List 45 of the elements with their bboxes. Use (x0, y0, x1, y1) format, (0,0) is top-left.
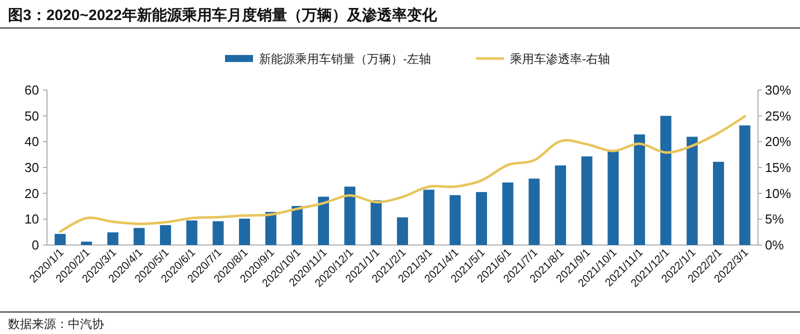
annotation: 数据来源：中汽协 (8, 317, 104, 331)
y2-tick-label: 0% (765, 238, 784, 252)
y-tick-label: 20 (24, 186, 39, 201)
bar (370, 200, 382, 245)
bar (292, 206, 303, 245)
bar (134, 228, 145, 245)
y-tick-label: 10 (24, 212, 39, 227)
bar (80, 242, 92, 245)
bar (581, 156, 592, 245)
legend-label: 乘用车渗透率-右轴 (510, 52, 610, 66)
y2-tick-label: 20% (765, 134, 792, 150)
bar (160, 225, 172, 245)
bar (739, 125, 750, 245)
title: 图3：2020~2022年新能源乘用车月度销量（万辆）及渗透率变化 (8, 7, 437, 24)
bar (396, 217, 408, 245)
y2-tick-label: 15% (765, 160, 792, 175)
bar (54, 234, 66, 245)
bar (212, 221, 224, 245)
bar (554, 165, 566, 245)
bar (502, 182, 514, 245)
y-tick-label: 30 (24, 160, 39, 175)
y2-tick-label: 10% (765, 186, 792, 201)
y-tick-label: 60 (24, 82, 39, 98)
bar (423, 190, 434, 245)
y-tick-label: 0 (32, 238, 39, 252)
bar (660, 116, 672, 245)
y2-tick-label: 25% (765, 108, 792, 124)
bar (686, 136, 698, 245)
bar (476, 192, 488, 245)
legend-label: 新能源乘用车销量（万辆）-左轴 (259, 52, 431, 66)
bar (318, 196, 330, 245)
bar (608, 150, 619, 245)
y2-tick-label: 5% (765, 212, 784, 227)
bar (186, 220, 198, 245)
bar (528, 178, 540, 245)
y2-tick-label: 30% (765, 82, 792, 98)
y-tick-label: 50 (24, 108, 39, 124)
bar (265, 212, 276, 245)
bar (634, 134, 646, 245)
bar (344, 186, 356, 245)
y-tick-label: 40 (24, 134, 39, 150)
bar (107, 232, 118, 245)
bar (238, 218, 250, 245)
bar (712, 162, 724, 245)
bar (450, 195, 461, 245)
